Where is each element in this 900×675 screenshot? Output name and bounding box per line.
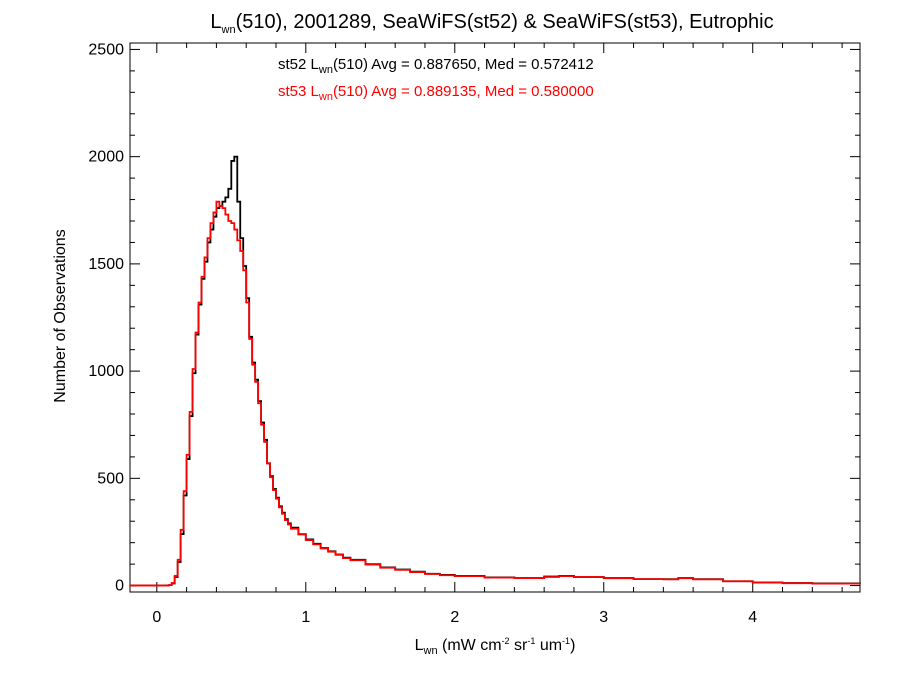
plot-frame (129, 42, 861, 593)
y-tick-label: 1000 (88, 363, 124, 380)
x-tick-label: 2 (450, 609, 459, 626)
annotation-st53: st53 Lwn(510) Avg = 0.889135, Med = 0.58… (278, 83, 594, 103)
x-tick-labels: 0 1 2 3 4 (152, 609, 757, 626)
y-tick-label: 0 (115, 578, 124, 595)
x-axis-label-subscript: wn (423, 645, 438, 657)
x-tick-label: 1 (301, 609, 310, 626)
annotation-st52-pre: st52 L (278, 56, 319, 73)
x-axis-label-part2: sr (510, 637, 528, 654)
x-axis-label-sup3: -1 (562, 636, 570, 646)
title-main: L (210, 11, 221, 33)
x-tick-label: 4 (748, 609, 757, 626)
annotation-st53-post: (510) Avg = 0.889135, Med = 0.580000 (333, 83, 594, 100)
x-axis-label-main: L (415, 637, 424, 654)
x-tick-label: 0 (152, 609, 161, 626)
annotation-st53-pre: st53 L (278, 83, 319, 100)
y-tick-label: 1500 (88, 256, 124, 273)
y-tick-labels: 0 500 1000 1500 2000 2500 (88, 41, 124, 594)
title-rest: (510), 2001289, SeaWiFS(st52) & SeaWiFS(… (236, 11, 774, 33)
annotation-st53-sub: wn (318, 91, 333, 103)
x-axis-label-part4: ) (570, 637, 575, 654)
y-tick-label: 500 (97, 470, 124, 487)
x-tick-label: 3 (599, 609, 608, 626)
x-axis-label: Lwn (mW cm-2 sr-1 um-1) (415, 636, 576, 657)
annotation-st52-sub: wn (318, 64, 333, 76)
x-axis-label-part3: um (535, 637, 562, 654)
annotation-st52-post: (510) Avg = 0.887650, Med = 0.572412 (333, 56, 594, 73)
x-axis-label-sup1: -2 (502, 636, 510, 646)
chart-title: Lwn(510), 2001289, SeaWiFS(st52) & SeaWi… (210, 11, 773, 36)
axis-ticks (130, 43, 860, 592)
series-layer (130, 155, 861, 587)
title-main-subscript: wn (221, 24, 236, 36)
y-axis-label: Number of Observations (52, 229, 69, 402)
series-line-1 (130, 200, 861, 587)
x-axis-label-sup2: -1 (527, 636, 535, 646)
series-line-0 (130, 155, 861, 587)
x-axis-label-part1: (mW cm (438, 637, 502, 654)
y-tick-label: 2000 (88, 149, 124, 166)
y-tick-label: 2500 (88, 41, 124, 58)
annotation-st52: st52 Lwn(510) Avg = 0.887650, Med = 0.57… (278, 56, 594, 76)
